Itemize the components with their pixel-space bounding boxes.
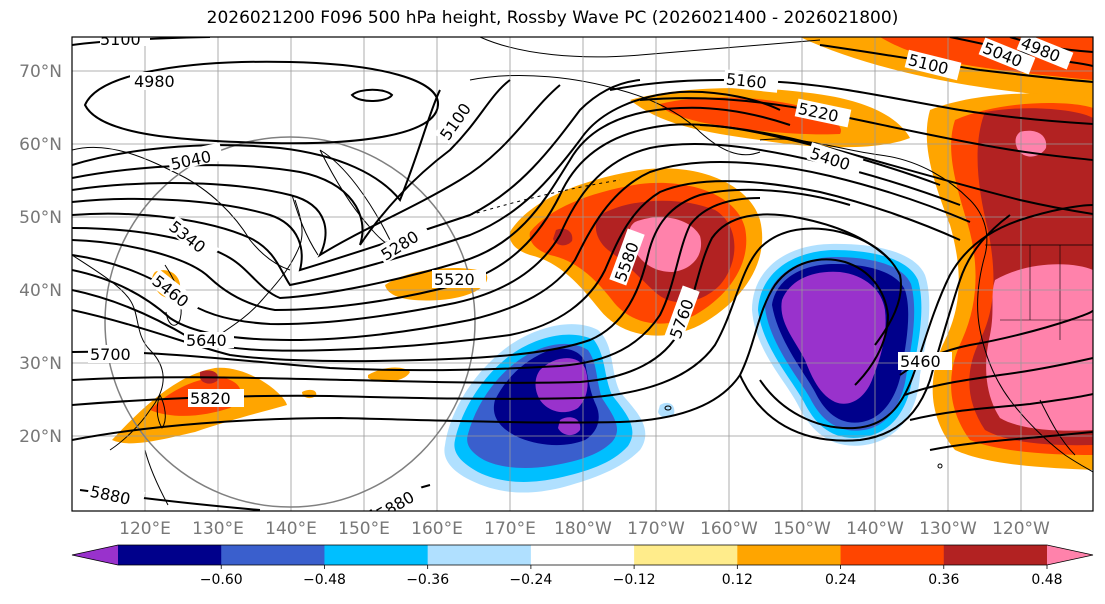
coastline-korea bbox=[164, 264, 182, 326]
contour-5340 bbox=[72, 106, 791, 300]
lat-tick-label: 70°N bbox=[19, 62, 62, 82]
contour-5040 bbox=[72, 89, 441, 202]
contour-label: 5820 bbox=[190, 389, 231, 408]
colorbar-tick-label: −0.48 bbox=[303, 572, 346, 588]
lon-tick-label: 120°W bbox=[992, 519, 1050, 539]
contour-label: 5700 bbox=[90, 345, 131, 364]
colorbar-tick-label: 0.48 bbox=[1031, 572, 1062, 588]
lon-tick-label: 150°E bbox=[338, 519, 390, 539]
contour-5640 bbox=[72, 188, 851, 363]
contour-small-closed bbox=[350, 88, 394, 102]
anomaly-positive-west-coast-peak bbox=[986, 264, 1093, 431]
lon-tick-label: 160°E bbox=[411, 519, 463, 539]
contour-label: 5640 bbox=[186, 331, 227, 350]
colorbar-segment bbox=[634, 545, 738, 565]
lon-tick-label: 160°W bbox=[700, 519, 758, 539]
lon-tick-label: 170°E bbox=[484, 519, 536, 539]
contour-5400 bbox=[72, 123, 941, 312]
coastline-arctic bbox=[479, 37, 821, 58]
contour-4980-closed bbox=[83, 60, 440, 145]
contour-east-1 bbox=[739, 214, 1011, 442]
coastline-baja bbox=[1039, 399, 1076, 456]
colorbar-segment bbox=[840, 545, 945, 565]
lon-tick-label: 140°W bbox=[846, 519, 904, 539]
coastline-taiwan bbox=[156, 394, 166, 429]
anomaly-negative-northeast-pacific-peak bbox=[781, 271, 886, 404]
longitude-axis: 120°E 130°E 140°E 150°E 160°E 170°E 180°… bbox=[119, 519, 1050, 539]
contour-5760 bbox=[72, 213, 891, 384]
colorbar-tick-label: 0.36 bbox=[928, 572, 959, 588]
lon-tick-label: 130°E bbox=[192, 519, 244, 539]
contour-label: 5460 bbox=[900, 352, 941, 371]
colorbar-tick-label: −0.24 bbox=[509, 572, 552, 588]
colorbar-tick-label: 0.24 bbox=[825, 572, 856, 588]
contour-east-2 bbox=[759, 204, 1093, 430]
anomaly-shading bbox=[112, 37, 1093, 493]
colorbar-tick-label: −0.60 bbox=[200, 572, 243, 588]
map-title: 2026021200 F096 500 hPa height, Rossby W… bbox=[206, 8, 899, 28]
contour-label: 5520 bbox=[434, 270, 475, 289]
lat-tick-label: 30°N bbox=[19, 354, 62, 374]
lat-tick-label: 40°N bbox=[19, 281, 62, 301]
plot-frame bbox=[71, 36, 1094, 512]
contour-5820 bbox=[72, 227, 902, 406]
contour-2 bbox=[72, 84, 561, 258]
coastline-canada-west bbox=[759, 138, 988, 256]
lon-tick-label: 130°W bbox=[919, 519, 977, 539]
height-contours bbox=[72, 37, 1093, 511]
colorbar-segment bbox=[118, 545, 222, 565]
colorbar-segment bbox=[221, 545, 325, 565]
contour-5700 bbox=[72, 197, 761, 372]
colorbar-tick-label: 0.12 bbox=[722, 572, 753, 588]
coastline-asia-north bbox=[72, 146, 291, 271]
lat-tick-label: 20°N bbox=[19, 427, 62, 447]
colorbar-segment bbox=[530, 545, 635, 565]
colorbar-extend-min bbox=[72, 545, 118, 565]
contour-5160 bbox=[609, 79, 1093, 125]
contour-east-5 bbox=[909, 393, 1093, 421]
latitude-axis: 70°N 60°N 50°N 40°N 30°N 20°N bbox=[19, 62, 62, 447]
coastline-us-west bbox=[977, 254, 1093, 473]
island-hawaii-east bbox=[664, 405, 672, 411]
contour-east-6 bbox=[929, 431, 1093, 451]
contour-5520 bbox=[72, 161, 971, 342]
lat-tick-label: 60°N bbox=[19, 135, 62, 155]
coastline-sakhalin bbox=[291, 194, 319, 256]
coastline-aleutians bbox=[469, 179, 621, 216]
colorbar-segment bbox=[943, 545, 1048, 565]
colorbar-tick-label: −0.36 bbox=[406, 572, 449, 588]
contour-label: 5160 bbox=[725, 69, 767, 92]
contour-5100-east bbox=[819, 44, 1093, 83]
colorbar: −0.60 −0.48 −0.36 −0.24 −0.12 0.12 0.24 0.36 0.4… bbox=[71, 544, 1094, 588]
lon-tick-label: 170°W bbox=[627, 519, 685, 539]
colorbar-outline bbox=[71, 544, 1094, 566]
lon-tick-label: 120°E bbox=[119, 519, 171, 539]
colorbar-extend-max bbox=[1047, 545, 1093, 565]
colorbar-segment bbox=[324, 545, 429, 565]
lon-tick-label: 150°W bbox=[773, 519, 831, 539]
colorbar-segment bbox=[427, 545, 532, 565]
lon-tick-label: 180°W bbox=[554, 519, 612, 539]
contour-5280 bbox=[72, 90, 781, 287]
island-small-pacific bbox=[937, 463, 943, 469]
contour-5880-south bbox=[72, 258, 890, 441]
coastline-japan bbox=[204, 199, 303, 346]
colorbar-segment bbox=[737, 545, 842, 565]
lat-tick-label: 50°N bbox=[19, 208, 62, 228]
contour-label: 4980 bbox=[134, 72, 175, 91]
contour-east-4 bbox=[904, 357, 1093, 396]
contour-3 bbox=[72, 79, 641, 272]
colorbar-tick-label: −0.12 bbox=[613, 572, 656, 588]
anomaly-positive-spot-170e bbox=[553, 228, 573, 246]
contour-label: 5100 bbox=[100, 30, 141, 49]
map-plot-area: 5100 4980 5040 5340 5460 5640 5700 5820 … bbox=[72, 30, 1093, 511]
lon-tick-label: 140°E bbox=[265, 519, 317, 539]
contour-5220 bbox=[639, 97, 1093, 161]
region-circle bbox=[104, 136, 476, 508]
coastline-china bbox=[72, 254, 164, 451]
contour-5400-east bbox=[699, 124, 1093, 215]
